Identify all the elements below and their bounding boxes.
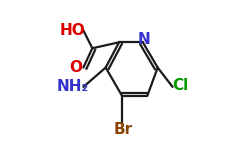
Text: HO: HO [60, 23, 86, 38]
Text: N: N [137, 32, 150, 47]
Text: Cl: Cl [172, 78, 188, 93]
Text: Br: Br [114, 123, 133, 138]
Text: O: O [70, 60, 82, 75]
Text: NH₂: NH₂ [57, 79, 89, 94]
